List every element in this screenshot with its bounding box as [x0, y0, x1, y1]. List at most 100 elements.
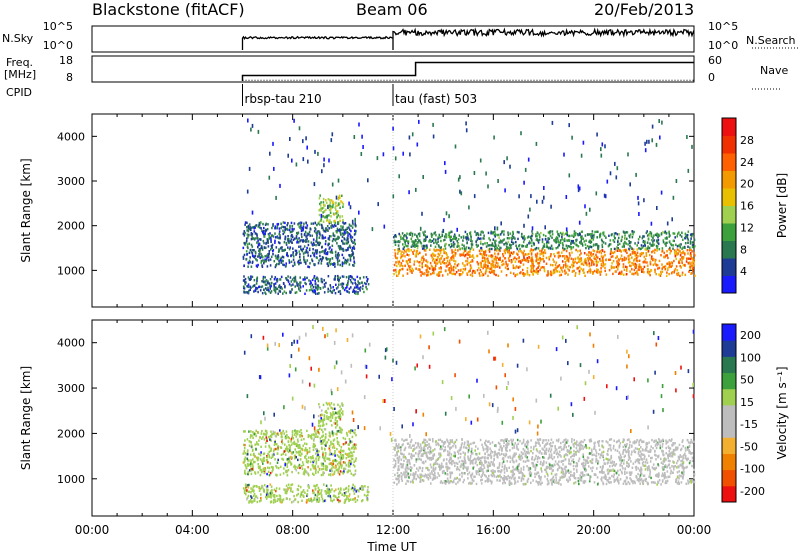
echo-cell — [356, 275, 359, 279]
echo-cell — [279, 290, 281, 293]
echo-cell — [413, 243, 416, 246]
echo-cell — [488, 254, 490, 258]
echo-cell — [322, 440, 325, 443]
echo-cell — [398, 272, 400, 275]
echo-cell — [271, 455, 274, 458]
echo-cell — [550, 478, 553, 481]
echo-cell — [336, 440, 339, 443]
echo-cell — [316, 454, 318, 458]
echo-cell — [253, 249, 255, 252]
echo-cell — [264, 429, 267, 432]
echo-cell — [290, 483, 292, 487]
echo-cell — [682, 238, 684, 241]
echo-cell — [592, 238, 595, 241]
echo-cell — [494, 247, 496, 251]
echo-cell — [319, 223, 321, 226]
echo-cell — [262, 452, 265, 456]
echo-cell — [312, 222, 315, 225]
echo-cell — [324, 236, 327, 239]
echo-cell — [324, 451, 327, 455]
echo-cell — [672, 239, 675, 242]
echo-cell — [546, 246, 549, 249]
echo-cell — [506, 242, 508, 246]
echo-cell — [541, 258, 543, 261]
echo-cell — [476, 260, 479, 264]
echo-cell — [339, 413, 341, 417]
echo-cell — [455, 271, 458, 274]
echo-cell — [247, 486, 250, 489]
echo-cell — [410, 245, 413, 248]
echo-cell — [339, 450, 342, 454]
echo-cell — [353, 488, 356, 491]
echo-cell — [247, 234, 250, 237]
echo-cell — [253, 493, 256, 496]
echo-cell — [315, 462, 318, 465]
echo-cell — [543, 268, 546, 271]
echo-cell — [640, 477, 643, 481]
echo-cell — [341, 275, 344, 278]
echo-cell — [469, 269, 471, 272]
echo-cell — [571, 234, 573, 237]
echo-cell — [342, 248, 345, 252]
echo-cell — [293, 454, 296, 458]
echo-cell — [485, 475, 487, 478]
echo-cell — [344, 232, 346, 235]
echo-cell — [533, 242, 535, 245]
echo-cell — [310, 498, 312, 501]
echo-cell — [470, 234, 472, 237]
echo-cell — [306, 276, 308, 280]
echo-cell — [633, 230, 635, 234]
echo-cell — [342, 228, 344, 231]
echo-cell — [541, 238, 544, 241]
echo-cell — [663, 475, 666, 479]
echo-cell — [314, 263, 316, 266]
echo-cell — [293, 494, 295, 498]
echo-cell — [318, 406, 321, 409]
echo-cell — [432, 257, 435, 261]
echo-cell — [645, 247, 647, 250]
echo-cell — [554, 240, 556, 243]
echo-cell — [304, 468, 306, 471]
echo-cell — [590, 240, 593, 244]
echo-cell — [657, 475, 660, 478]
echo-cell — [543, 260, 545, 263]
echo-cell — [399, 264, 401, 268]
echo-cell — [453, 235, 455, 238]
echo-cell — [568, 256, 570, 260]
echo-cell — [622, 242, 625, 245]
echo-cell — [297, 488, 300, 492]
echo-cell — [521, 268, 524, 272]
echo-cell — [334, 454, 336, 457]
echo-cell — [242, 452, 245, 455]
echo-cell — [324, 438, 326, 442]
echo-cell — [547, 270, 549, 273]
echo-cell — [450, 243, 453, 246]
echo-cell — [297, 466, 299, 469]
echo-cell — [471, 243, 474, 246]
echo-cell — [309, 254, 312, 258]
echo-cell — [406, 272, 409, 275]
echo-cell — [435, 234, 437, 237]
echo-cell — [330, 468, 332, 471]
echo-cell — [289, 449, 291, 452]
echo-cell — [288, 228, 291, 232]
echo-cell — [453, 250, 455, 254]
echo-cell — [435, 238, 437, 241]
echo-cell — [299, 454, 302, 457]
echo-cell — [307, 474, 310, 477]
echo-cell — [248, 227, 250, 231]
echo-cell — [643, 265, 646, 269]
echo-cell — [341, 227, 344, 230]
colorbar-cell-2-7 — [722, 153, 736, 171]
echo-cell — [419, 270, 422, 274]
echo-cell — [324, 468, 327, 471]
echo-cell — [522, 272, 525, 275]
echo-cell — [504, 251, 506, 255]
echo-cell — [437, 248, 440, 252]
echo-cell — [559, 241, 562, 244]
echo-cell — [287, 246, 289, 249]
echo-cell — [433, 241, 435, 245]
echo-cell — [324, 410, 327, 414]
echo-cell — [624, 248, 627, 252]
echo-cell — [266, 432, 268, 435]
